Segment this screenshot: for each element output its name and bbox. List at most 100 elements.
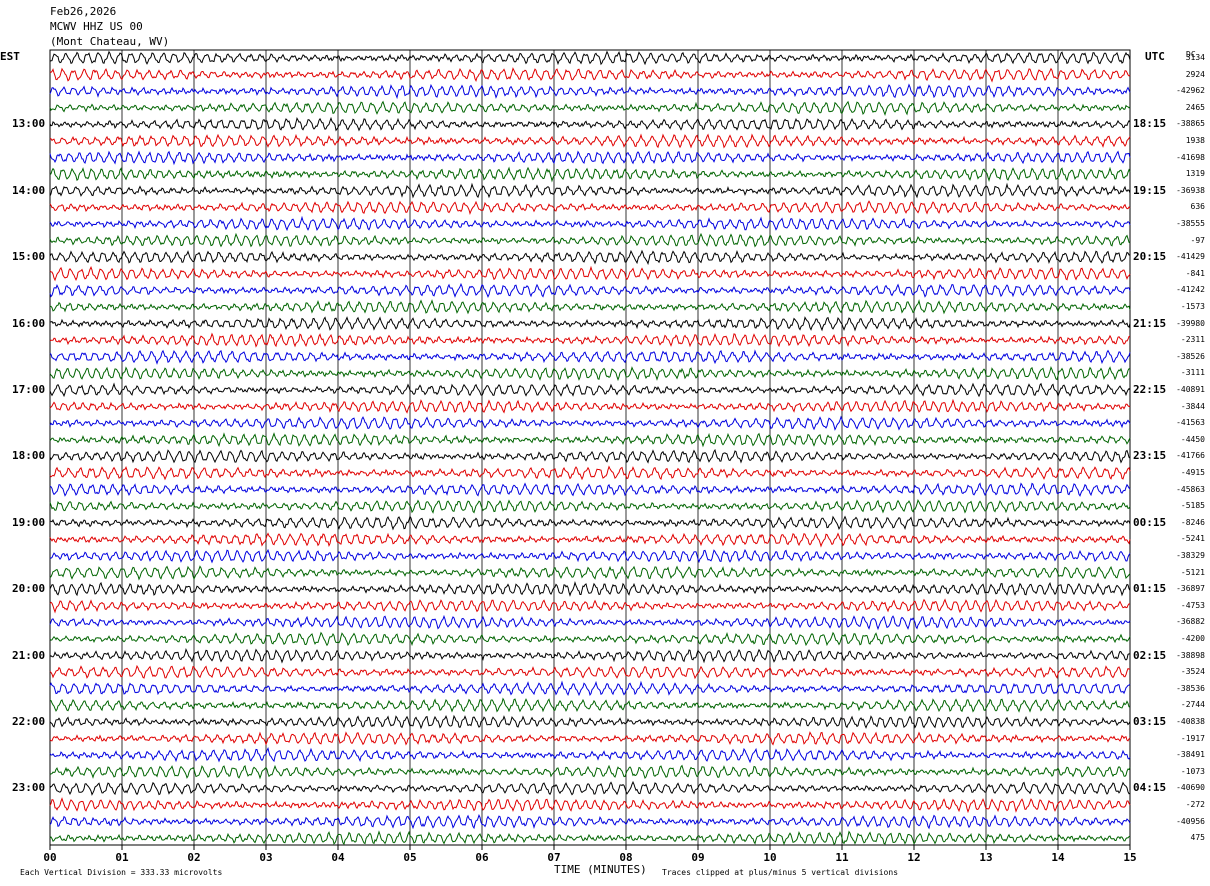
- hour-label-utc: 18:15: [1133, 117, 1167, 131]
- seismic-trace: [49, 746, 1131, 764]
- seismic-trace: [49, 150, 1131, 166]
- seismic-trace: [49, 83, 1131, 100]
- hour-label-utc: 00:15: [1133, 515, 1167, 529]
- dc-offset-value: 636: [1190, 202, 1205, 212]
- seismic-trace: [49, 731, 1131, 746]
- x-tick-label: 15: [1123, 851, 1136, 864]
- dc-offset-value: 475: [1190, 833, 1205, 843]
- dc-offset-value: -1573: [1180, 302, 1205, 311]
- dc-offset-value: -36897: [1176, 584, 1205, 594]
- x-tick-label: 10: [763, 851, 776, 864]
- dc-offset-value: -841: [1185, 268, 1205, 278]
- dc-offset-value: -2311: [1180, 335, 1205, 345]
- seismic-trace: [49, 614, 1131, 631]
- x-tick-label: 14: [1051, 851, 1065, 864]
- plot-frame: [49, 49, 1131, 846]
- hour-label-utc: 21:15: [1133, 316, 1167, 330]
- dc-offset-value: -38526: [1176, 351, 1205, 361]
- footer-scale-note: Each Vertical Division = 333.33 microvol…: [20, 868, 223, 877]
- dc-offset-value: -38329: [1176, 551, 1205, 560]
- hour-label-est: 15:00: [12, 250, 46, 264]
- seismic-trace: [49, 565, 1131, 581]
- seismic-trace: [49, 265, 1131, 282]
- dc-offset-value: -36938: [1176, 185, 1205, 195]
- seismic-trace: [49, 200, 1131, 215]
- dc-offset-value: -38865: [1176, 119, 1205, 129]
- seismic-trace: [49, 382, 1131, 398]
- x-tick-label: 02: [187, 851, 200, 864]
- x-tick-label: 11: [835, 851, 849, 864]
- station-code: MCWV HHZ US 00: [50, 20, 143, 33]
- dc-offset-value: -5241: [1180, 534, 1205, 544]
- plot-date: Feb26,2026: [50, 5, 117, 18]
- dc-header-label: DC: [1186, 50, 1196, 59]
- seismic-trace: [49, 648, 1130, 664]
- seismic-trace: [49, 465, 1131, 481]
- seismic-trace: [49, 50, 1131, 66]
- seismic-trace: [49, 680, 1131, 697]
- footer-clip-note: Traces clipped at plus/minus 5 vertical …: [662, 868, 899, 877]
- dc-offset-value: -5121: [1180, 567, 1205, 577]
- dc-offset-value: -2744: [1180, 700, 1205, 710]
- seismic-trace: [49, 598, 1130, 614]
- seismic-trace: [49, 332, 1131, 348]
- hour-label-utc: 22:15: [1133, 383, 1167, 396]
- seismic-trace: [49, 580, 1131, 597]
- seismic-trace: [49, 349, 1131, 365]
- dc-offset-value: -39980: [1176, 318, 1205, 328]
- seismic-trace: [50, 515, 1131, 531]
- hour-label-utc: 01:15: [1133, 582, 1167, 596]
- seismic-trace: [49, 499, 1131, 514]
- dc-offset-value: -1073: [1180, 766, 1205, 776]
- seismic-trace: [49, 232, 1131, 248]
- seismic-trace: [49, 432, 1131, 448]
- hour-label-est: 17:00: [12, 383, 46, 396]
- dc-offset-value: 2465: [1185, 102, 1205, 112]
- seismic-trace: [49, 780, 1131, 796]
- seismic-trace: [49, 664, 1131, 680]
- dc-offset-value: -272: [1185, 800, 1205, 809]
- seismic-trace: [49, 631, 1131, 647]
- dc-offset-value: -5185: [1180, 501, 1205, 511]
- hour-label-est: 22:00: [12, 715, 46, 728]
- hour-label-est: 18:00: [12, 449, 46, 463]
- seismic-trace: [49, 548, 1131, 564]
- seismic-trace: [49, 100, 1131, 117]
- dc-offset-value: -40956: [1176, 816, 1205, 826]
- dc-offset-value: -45863: [1176, 484, 1205, 494]
- dc-offset-value: -41429: [1176, 252, 1205, 262]
- dc-offset-value: -8246: [1180, 517, 1205, 527]
- seismic-trace: [49, 697, 1131, 713]
- hour-label-est: 14:00: [12, 183, 46, 197]
- dc-offset-value: -3111: [1180, 368, 1205, 378]
- dc-offset-value: -4200: [1180, 634, 1205, 643]
- dc-offset-value: -40690: [1176, 783, 1205, 793]
- hour-label-est: 13:00: [12, 117, 46, 131]
- dc-offset-value: -4753: [1180, 600, 1205, 610]
- x-tick-label: 05: [403, 851, 416, 864]
- x-tick-label: 07: [547, 851, 560, 864]
- hour-label-utc: 03:15: [1133, 715, 1167, 728]
- dc-offset-value: -3524: [1180, 667, 1205, 677]
- seismic-trace: [49, 67, 1131, 83]
- x-tick-label: 06: [475, 851, 489, 864]
- dc-offset-value: -4450: [1180, 434, 1205, 444]
- seismic-trace: [49, 133, 1131, 149]
- seismic-trace: [49, 415, 1131, 431]
- seismic-trace: [49, 830, 1131, 846]
- seismic-trace: [49, 764, 1131, 780]
- dc-offset-value: -41563: [1176, 418, 1205, 428]
- seismic-trace: [49, 448, 1131, 464]
- seismic-trace: [49, 182, 1131, 199]
- seismic-trace: [49, 116, 1131, 132]
- hour-label-est: 19:00: [12, 515, 46, 529]
- seismic-trace: [49, 249, 1131, 266]
- x-tick-label: 00: [43, 851, 56, 864]
- dc-offset-value: -36882: [1176, 617, 1205, 627]
- dc-offset-value: -38555: [1176, 219, 1205, 228]
- hour-label-est: 23:00: [12, 781, 46, 795]
- hour-label-utc: 02:15: [1133, 648, 1167, 662]
- right-timezone-label: UTC: [1145, 50, 1165, 63]
- dc-offset-value: 3134: [1185, 53, 1205, 62]
